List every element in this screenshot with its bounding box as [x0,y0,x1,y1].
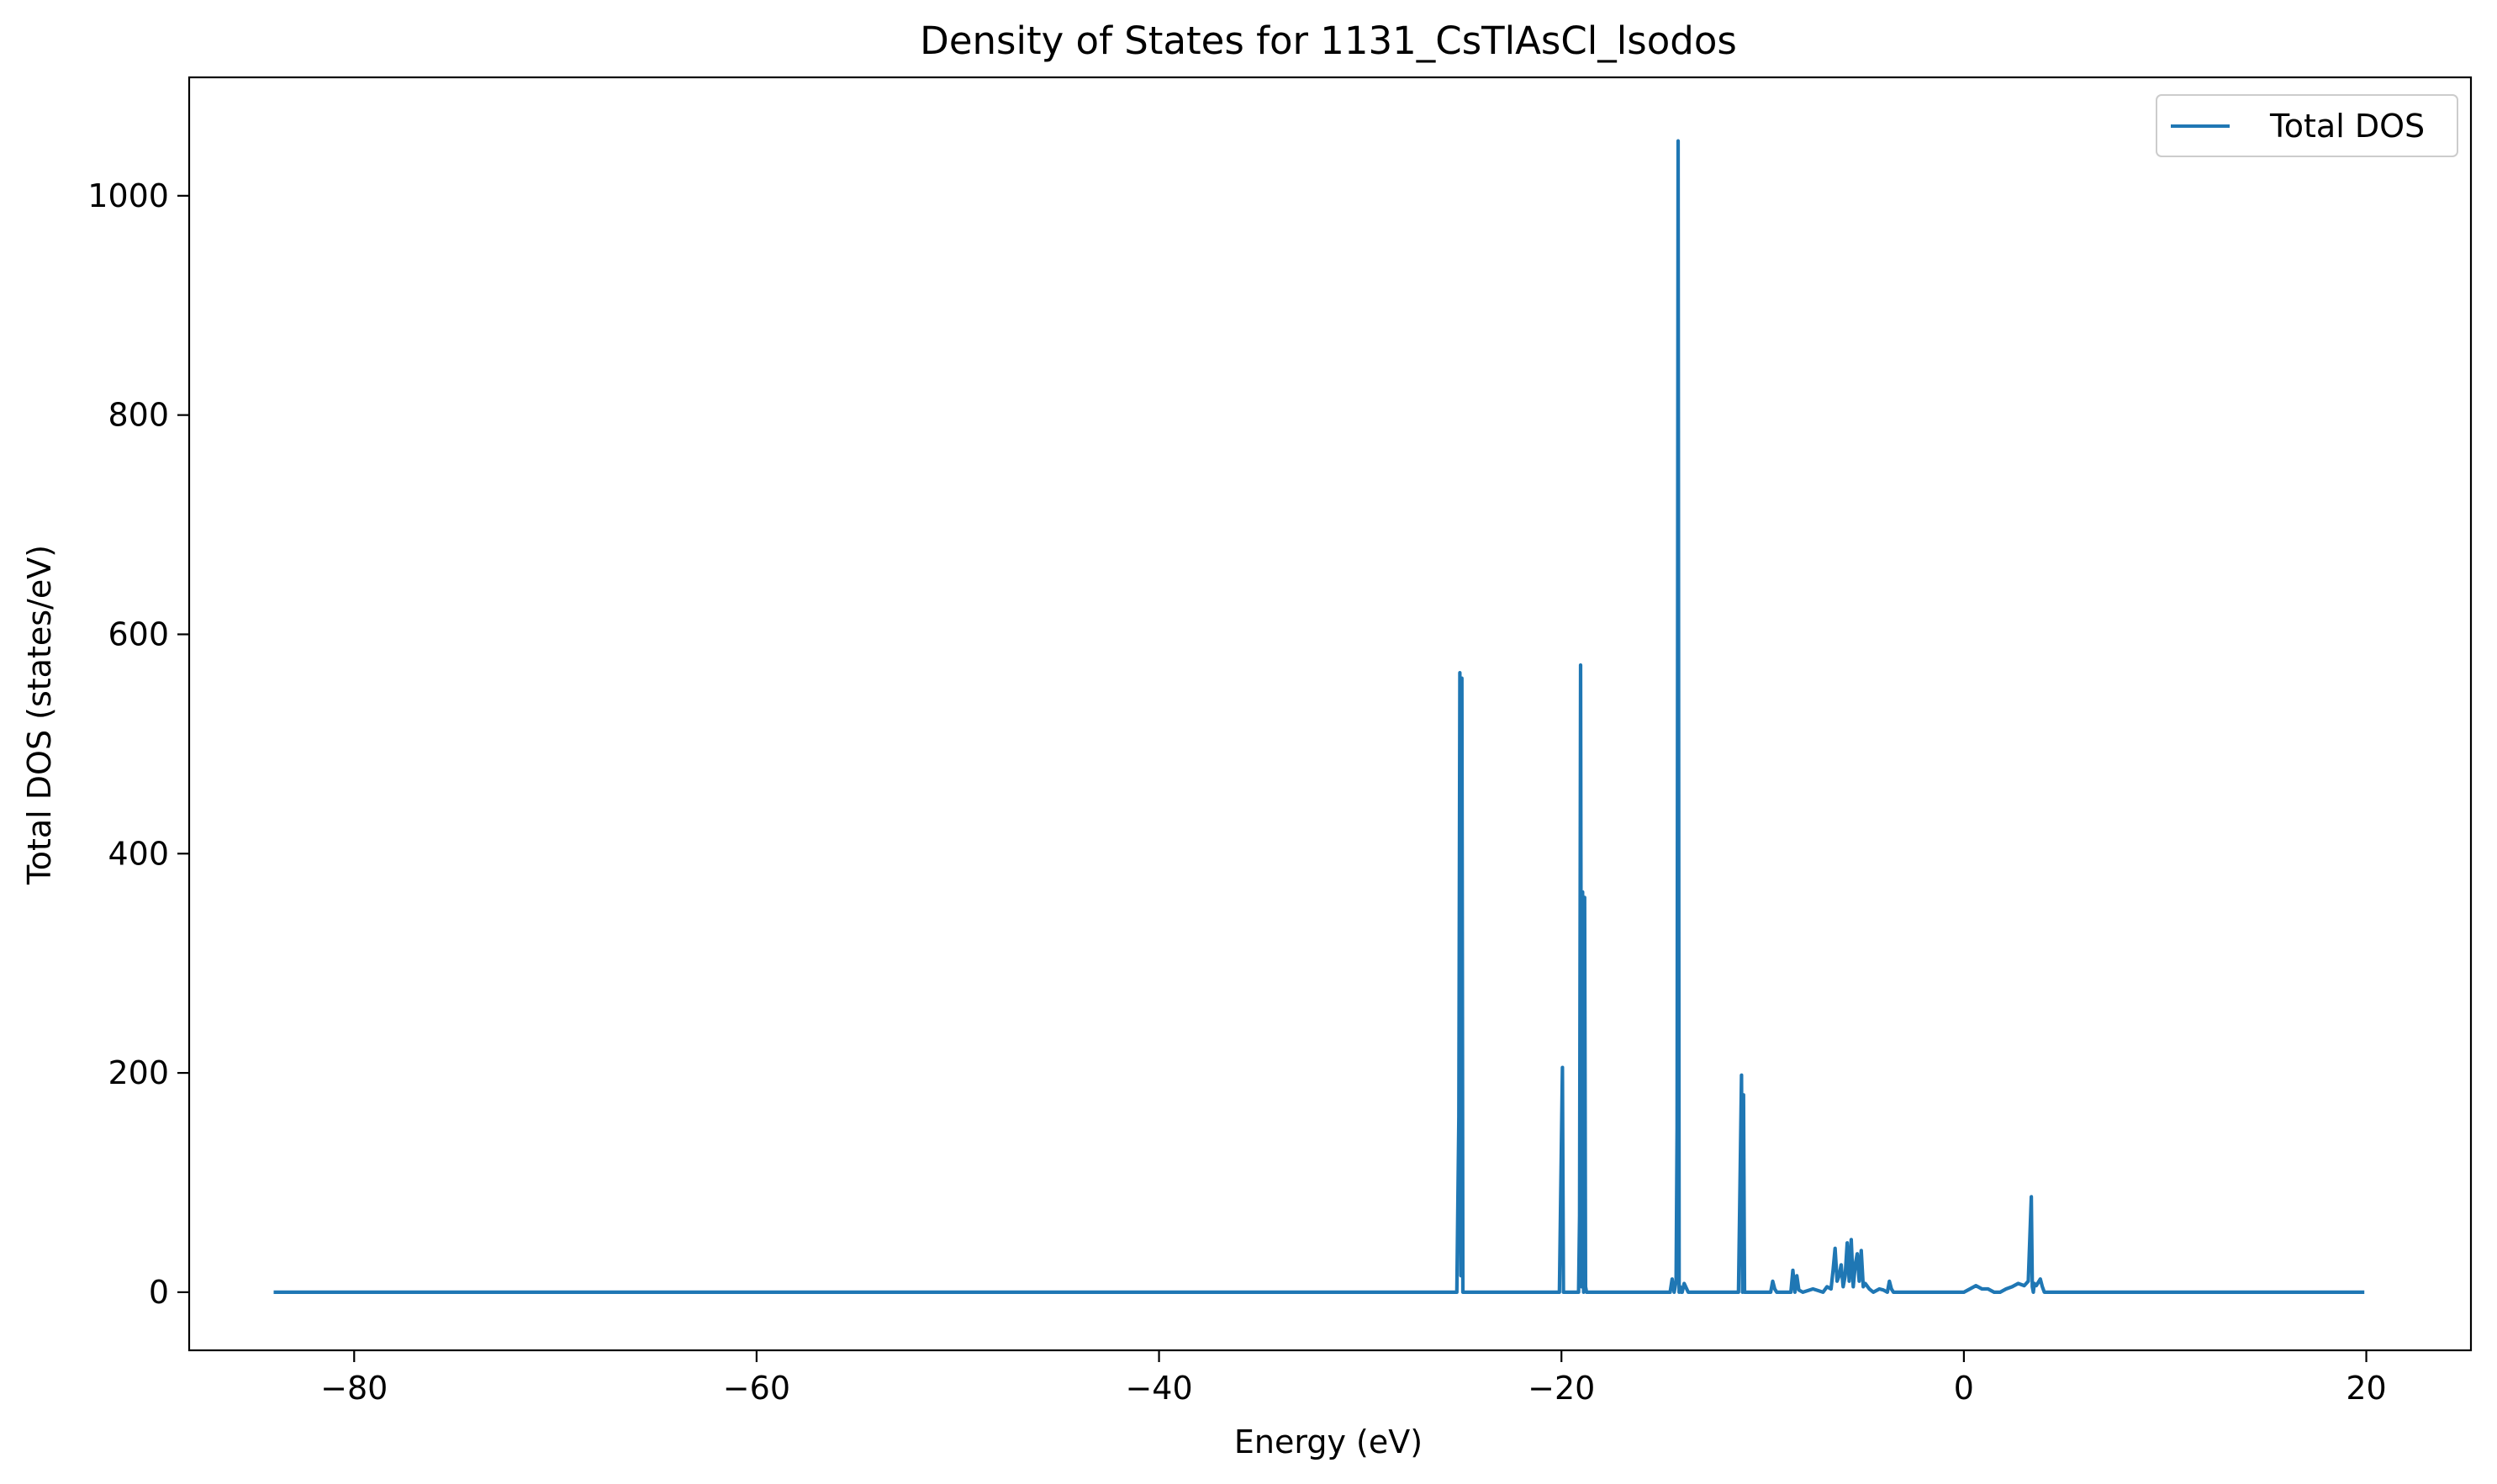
x-tick-label: 20 [2346,1370,2386,1407]
y-tick-label: 0 [149,1274,169,1311]
legend-box [2156,94,2458,157]
series-layer [273,139,2365,1295]
y-tick-label: 200 [108,1054,169,1091]
y-tick-label: 400 [108,835,169,872]
y-tick-label: 1000 [87,177,169,214]
x-tick-label: −40 [1125,1370,1192,1407]
y-axis-label: Total DOS (states/eV) [21,545,58,885]
legend-label: Total DOS [2269,108,2425,145]
legend: Total DOS [2156,94,2458,157]
plot-frame [187,76,2473,1352]
x-tick-label: 0 [1954,1370,1974,1407]
y-tick-label: 600 [108,615,169,652]
x-tick-label: −20 [1528,1370,1595,1407]
x-tick-label: −60 [723,1370,790,1407]
y-axis-ticks: 0 200 400 600 800 1000 [87,177,189,1311]
x-tick-label: −80 [320,1370,388,1407]
x-axis-ticks: −80 −60 −40 −20 0 20 [320,1350,2387,1407]
x-axis-label: Energy (eV) [1234,1423,1423,1460]
chart-title: Density of States for 1131_CsTlAsCl_lsod… [920,18,1737,63]
plot-area [189,77,2471,1350]
y-tick-label: 800 [108,397,169,434]
series-line-total-dos [273,139,2365,1295]
